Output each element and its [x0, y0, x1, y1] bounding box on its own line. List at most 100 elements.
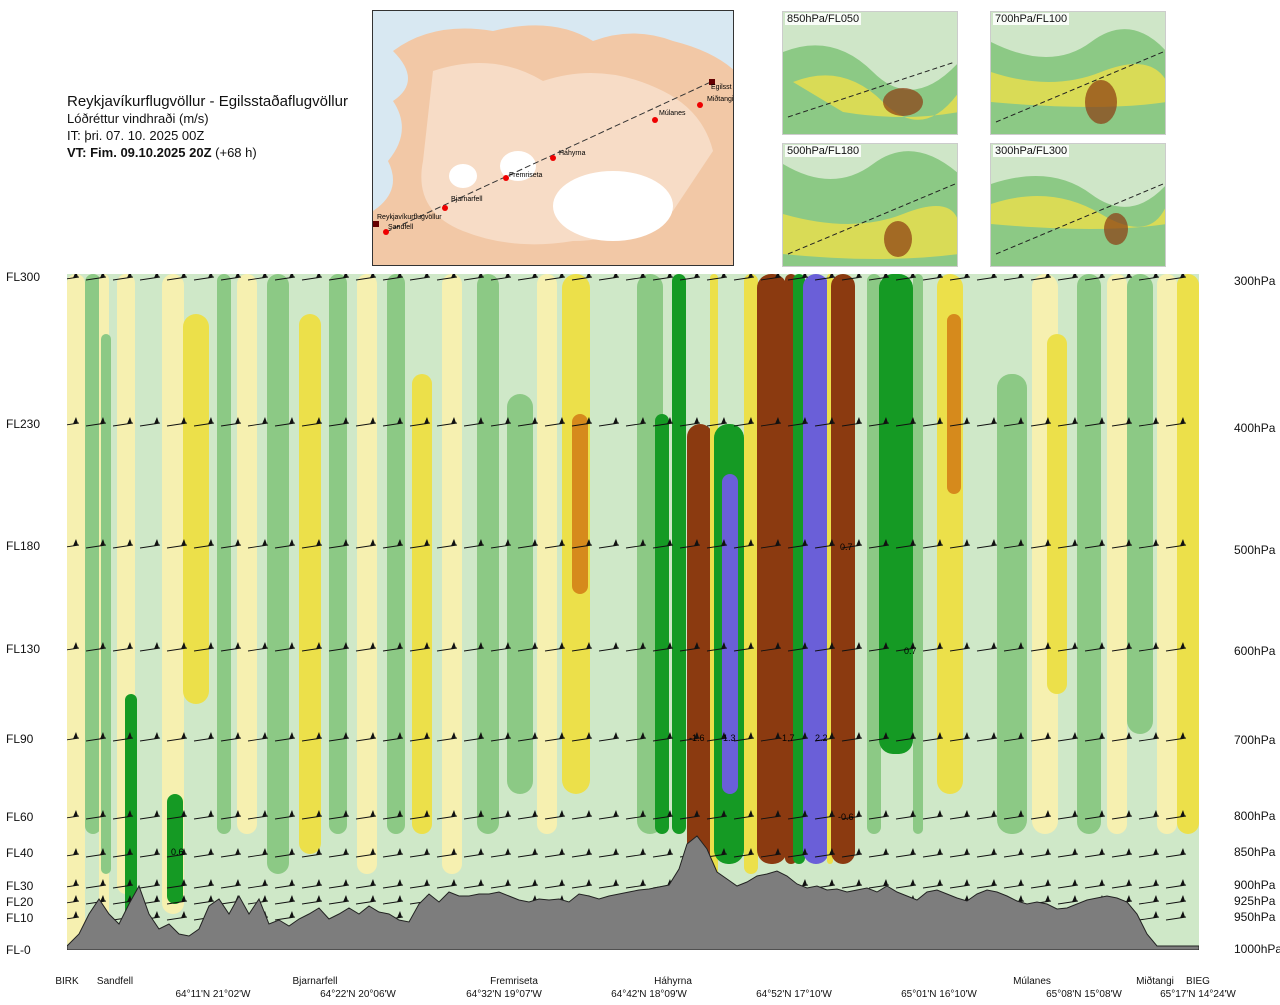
wind-barb: [1111, 879, 1133, 889]
wind-barb: [382, 810, 404, 820]
wind-barb: [760, 732, 782, 742]
annotation-6: 0.7: [904, 646, 917, 656]
wind-barb: [571, 848, 593, 858]
velocity-band: [329, 274, 347, 834]
wind-barb: [382, 848, 404, 858]
thumbnail-700[interactable]: 700hPa/FL100: [990, 11, 1166, 135]
wind-barb: [220, 642, 242, 652]
wind-barb: [436, 848, 458, 858]
station-label-fremriseta: Fremriseta: [490, 976, 538, 987]
wind-barb: [868, 732, 890, 742]
wind-barb: [1003, 732, 1025, 742]
wind-barb: [247, 879, 269, 889]
wind-barb: [787, 810, 809, 820]
wind-barb: [67, 642, 80, 651]
wind-barb: [409, 539, 431, 549]
wind-barb: [1003, 417, 1025, 427]
wind-barb: [328, 732, 350, 742]
wind-barb: [760, 810, 782, 820]
thumbnail-300[interactable]: 300hPa/FL300: [990, 143, 1166, 267]
wind-barb: [436, 642, 458, 652]
wind-barb: [1138, 417, 1160, 427]
wind-barb: [67, 274, 80, 280]
station-label-birk: BIRK: [55, 976, 79, 987]
wind-barb: [463, 848, 485, 858]
wind-barb: [922, 417, 944, 427]
velocity-band: [803, 274, 829, 864]
velocity-band: [757, 274, 787, 864]
wind-barb: [868, 810, 890, 820]
thumbnail-500-label: 500hPa/FL180: [785, 145, 862, 157]
wind-barb: [625, 848, 647, 858]
thumbnail-850[interactable]: 850hPa/FL050: [782, 11, 958, 135]
thumbnail-500[interactable]: 500hPa/FL180: [782, 143, 958, 267]
wind-barb: [193, 417, 215, 427]
velocity-band: [602, 274, 632, 834]
fl-label-10: FL10: [6, 911, 34, 925]
wind-barb: [67, 539, 80, 548]
wind-barb: [112, 848, 134, 858]
title-block: Reykjavíkurflugvöllur - Egilsstaðaflugvö…: [67, 93, 348, 161]
fl-label-230: FL230: [6, 417, 41, 431]
wind-barb: [382, 732, 404, 742]
wind-barb: [517, 642, 539, 652]
station-label-hahyrna: Háhyrna: [654, 976, 692, 987]
wind-barb: [571, 642, 593, 652]
thumbnail-300-plot: [991, 144, 1165, 266]
wind-barb: [1165, 539, 1187, 549]
cross-section-svg: 0.6 -1.6 1.3 -1.7 2.2 0.7 0.7 -0.6: [67, 274, 1199, 950]
coord-label-7: 65°17'N 14°24'W: [1160, 989, 1236, 1000]
station-label-bjarnarfell: Bjarnarfell: [292, 976, 338, 987]
wind-barb: [949, 848, 971, 858]
wind-barb: [517, 732, 539, 742]
wind-barb: [139, 810, 161, 820]
map-label-mulanes: Múlanes: [659, 110, 686, 117]
wind-barb: [922, 732, 944, 742]
wind-barb: [895, 848, 917, 858]
wind-barb: [1030, 810, 1052, 820]
wind-barb: [301, 539, 323, 549]
coord-label-5: 65°01'N 16°10'W: [901, 989, 977, 1000]
wind-barb: [409, 848, 431, 858]
annotation-1: -1.6: [689, 733, 705, 743]
wind-barb: [652, 810, 674, 820]
wind-barb: [1138, 848, 1160, 858]
wind-barb: [760, 417, 782, 427]
wind-barb: [922, 810, 944, 820]
wind-barb: [301, 732, 323, 742]
map-label-sandfell: Sandfell: [388, 224, 414, 231]
velocity-band: [879, 274, 913, 754]
wind-barb: [328, 848, 350, 858]
wind-barb: [571, 879, 593, 889]
wind-barb: [976, 417, 998, 427]
wind-barb: [517, 539, 539, 549]
wind-barb: [517, 879, 539, 889]
coord-label-6: 65°08'N 15°08'W: [1046, 989, 1122, 1000]
wind-barb: [1057, 810, 1079, 820]
hpa-label-850: 850hPa: [1234, 845, 1276, 859]
wind-barb: [382, 274, 404, 281]
wind-barb: [139, 732, 161, 742]
wind-barb: [787, 732, 809, 742]
wind-barb: [193, 895, 215, 905]
wind-barb: [1003, 539, 1025, 549]
wind-barb: [355, 879, 377, 889]
wind-barb: [85, 642, 107, 652]
wind-barb: [274, 911, 296, 921]
fl-label-180: FL180: [6, 539, 41, 553]
wind-barb: [382, 895, 404, 905]
wind-barb: [841, 848, 863, 858]
wind-barb: [463, 879, 485, 889]
wind-barb: [1138, 810, 1160, 820]
wind-barb: [922, 539, 944, 549]
wind-barb: [1057, 642, 1079, 652]
wind-barb: [841, 274, 863, 281]
coord-label-2: 64°32'N 19°07'W: [466, 989, 542, 1000]
velocity-band: [237, 274, 257, 834]
wind-barb: [679, 732, 701, 742]
wind-barb: [220, 274, 242, 281]
wind-barb: [922, 274, 944, 281]
wind-barb: [1138, 911, 1160, 921]
wind-barb: [652, 642, 674, 652]
wind-barb: [166, 895, 188, 905]
